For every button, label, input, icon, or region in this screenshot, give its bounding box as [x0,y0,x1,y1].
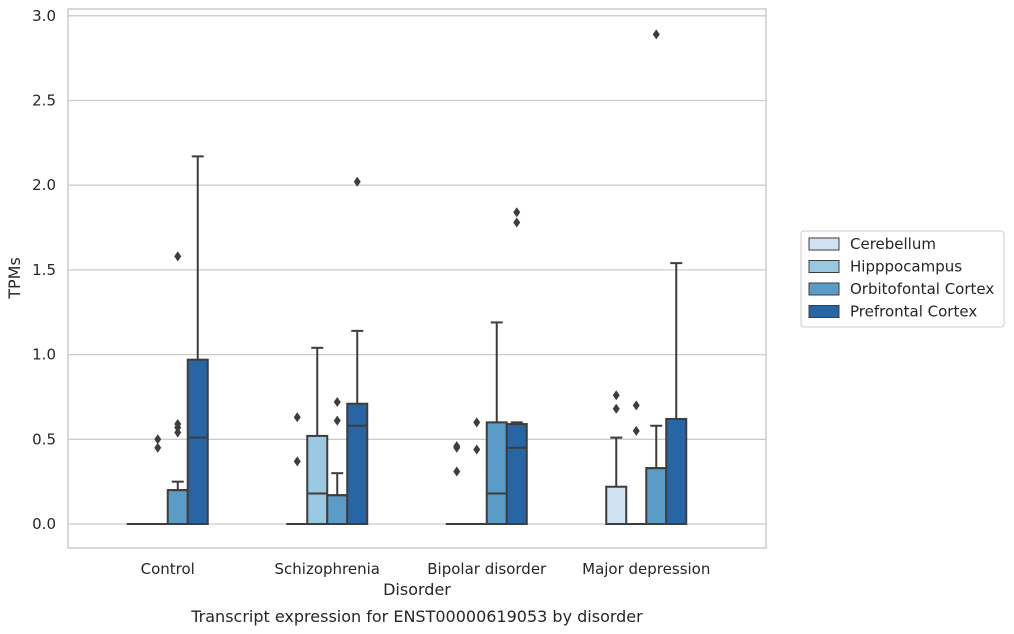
box [166,489,189,525]
outlier-point [154,442,162,453]
series-0 [126,390,628,526]
outlier-point [333,397,341,408]
legend-swatch [808,260,840,273]
outlier-point [174,251,182,262]
legend-swatch [808,282,840,296]
x-tick-label: Major depression [582,560,710,578]
outlier-point [513,217,521,228]
y-tick-label: 1.5 [32,261,56,279]
y-tick-label: 2.0 [32,176,56,194]
outlier-point [174,422,182,433]
box [326,494,349,525]
legend-label: Hipppocampus [850,258,962,276]
x-tick-label: Control [141,560,195,578]
x-tick-label: Bipolar disorder [427,560,547,578]
legend: Cerebellum Hipppocampus Orbitofontal Corte… [800,230,1005,328]
legend-swatch [808,305,840,318]
box [665,417,688,525]
outlier-point [612,403,620,414]
outlier-point [453,442,461,453]
y-tick-label: 0.5 [32,430,56,448]
x-tick-label: Schizophrenia [275,560,380,578]
box [346,402,369,526]
chart-caption: Transcript expression for ENST0000061905… [190,607,643,626]
box [605,485,628,525]
box [186,358,209,525]
box-series-group [126,29,688,526]
series-1 [146,346,648,526]
outlier-point [353,176,361,187]
box [485,421,508,525]
outlier-point [652,29,660,40]
y-tick-label: 3.0 [32,7,56,25]
legend-swatch [808,237,840,251]
legend-label: Prefrontal Cortex [850,303,977,321]
y-tick-label: 2.5 [32,92,56,110]
outlier-point [293,456,301,467]
outlier-point [333,415,341,426]
legend-label: Cerebellum [850,235,936,253]
plot-frame [67,8,767,549]
outlier-point [632,425,640,436]
outlier-point [612,390,620,401]
outlier-point [632,400,640,411]
y-axis-label: TPMs [5,257,24,300]
y-tick-label: 0.0 [32,515,56,533]
outlier-point [453,466,461,477]
y-tick-labels: 0.0 0.5 1.0 1.5 2.0 2.5 3.0 [32,7,56,533]
outlier-point [154,434,162,445]
outlier-point [513,207,521,218]
outlier-point [293,412,301,423]
x-tick-labels: Control Schizophrenia Bipolar disorder Majo… [141,560,711,578]
y-tick-label: 1.0 [32,346,56,364]
legend-frame [800,230,1005,328]
box [645,467,668,525]
outlier-point [174,427,182,438]
x-axis-label: Disorder [383,580,451,599]
legend-label: Orbitofontal Cortex [850,280,994,298]
series-3 [186,155,688,526]
box [306,434,329,525]
outlier-point [473,417,481,428]
box [505,423,528,525]
outlier-point [473,444,481,455]
